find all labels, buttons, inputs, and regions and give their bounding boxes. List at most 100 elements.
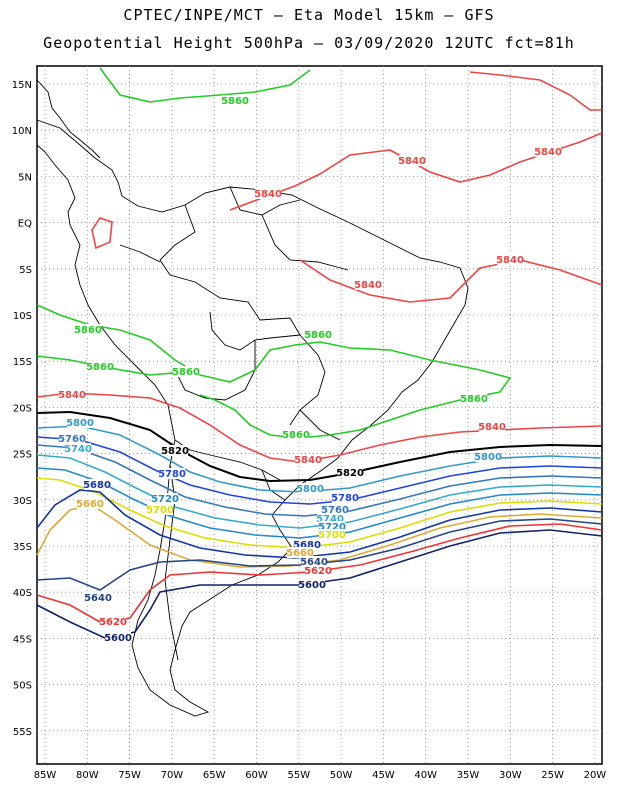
contour-label-bg: [305, 329, 331, 340]
contour-5840: [91, 217, 113, 250]
contour-label-bg: [105, 632, 131, 643]
contour-label: 5720: [318, 522, 346, 533]
contour-label: 5800: [66, 418, 94, 429]
contour-label-bg: [59, 389, 85, 400]
contour-label-bg: [497, 254, 523, 265]
contour-label: 5700: [318, 530, 346, 541]
contour-label: 5860: [86, 362, 114, 373]
contour-label-bg: [399, 155, 425, 166]
lat-label: 10S: [13, 311, 32, 322]
contour-label-bg: [461, 393, 487, 404]
contour-label: 5840: [478, 422, 506, 433]
contour-label-bg: [65, 443, 91, 454]
contour-label-bg: [475, 451, 501, 462]
contour-label-bg: [162, 445, 188, 456]
contour-label: 5600: [298, 580, 326, 591]
lon-label: 40W: [414, 770, 437, 781]
lat-label: 20S: [13, 403, 32, 414]
contour-label: 5820: [161, 446, 189, 457]
contour-label-bg: [337, 467, 363, 478]
lat-label: 5N: [18, 172, 32, 183]
contour-label: 5860: [460, 394, 488, 405]
lon-label: 75W: [118, 770, 141, 781]
lat-label: 15S: [13, 357, 32, 368]
lat-label: 15N: [12, 80, 32, 91]
contour-label-bg: [299, 579, 325, 590]
contour-label: 5720: [151, 494, 179, 505]
contour-label-bg: [479, 421, 505, 432]
lat-label: 40S: [13, 588, 32, 599]
contour-label: 5840: [534, 147, 562, 158]
contour-label-bg: [147, 504, 173, 515]
contour-label-bg: [85, 592, 111, 603]
contour-label: 5740: [64, 444, 92, 455]
contour-label-bg: [100, 616, 126, 627]
lat-label: 45S: [13, 634, 32, 645]
contour-label: 5800: [474, 452, 502, 463]
lat-label: 50S: [13, 681, 32, 692]
contour-5740: [36, 454, 603, 529]
contour-label: 5680: [293, 540, 321, 551]
lat-label: 5S: [19, 265, 32, 276]
contour-label: 5680: [83, 480, 111, 491]
lon-label: 55W: [287, 770, 310, 781]
coastline-and-borders: [36, 79, 469, 717]
contour-label: 5840: [294, 455, 322, 466]
lon-label: 30W: [499, 770, 522, 781]
contour-label-bg: [332, 492, 358, 503]
lon-label: 50W: [330, 770, 353, 781]
lat-label: 30S: [13, 496, 32, 507]
contour-label: 5600: [104, 633, 132, 644]
contour-label-bg: [294, 539, 320, 550]
lon-label: 20W: [584, 770, 607, 781]
lon-label: 80W: [76, 770, 99, 781]
contour-label-bg: [159, 468, 185, 479]
contour-label-bg: [152, 493, 178, 504]
contour-label: 5640: [84, 593, 112, 604]
contour-label: 5620: [99, 617, 127, 628]
lon-label: 35W: [457, 770, 480, 781]
contour-label: 5860: [221, 96, 249, 107]
contour-5760: [36, 444, 603, 517]
lon-label: 60W: [245, 770, 268, 781]
contour-label-bg: [319, 521, 345, 532]
contour-label: 5620: [304, 566, 332, 577]
contour-label: 5740: [316, 514, 344, 525]
contour-label: 5860: [304, 330, 332, 341]
longitude-labels: 85W 80W 75W 70W 65W 60W 55W 50W 45W 40W 35W 30W 25W 2…: [34, 770, 607, 781]
latitude-labels: 15N 10N 5N EQ 5S 10S 15S 20S 25S 30S 35S 40S 45S 50S 5…: [12, 80, 32, 738]
contour-label-bg: [355, 279, 381, 290]
contour-label: 5800: [296, 484, 324, 495]
contour-label: 5860: [172, 367, 200, 378]
lon-label: 45W: [372, 770, 395, 781]
contour-5640: [36, 518, 603, 591]
map-frame: [36, 65, 603, 765]
contour-label: 5700: [146, 505, 174, 516]
lon-label: 70W: [161, 770, 184, 781]
lon-label: 65W: [203, 770, 226, 781]
contour-5700: [36, 477, 603, 549]
contour-5840: [299, 259, 603, 303]
contour-label: 5840: [496, 255, 524, 266]
contour-labels: 5860 5860 5860 5860 5860 5860 5860 5840 5840 5840…: [58, 95, 562, 644]
contour-label-bg: [319, 529, 345, 540]
contour-label: 5760: [321, 505, 349, 516]
contour-label: 5840: [58, 390, 86, 401]
contour-label: 5780: [158, 469, 186, 480]
contour-label-bg: [535, 146, 561, 157]
contour-label: 5840: [398, 156, 426, 167]
contour-label-bg: [297, 483, 323, 494]
contour-label: 5860: [74, 325, 102, 336]
contour-label-bg: [222, 95, 248, 106]
contour-lines: [36, 67, 603, 639]
contour-5860: [99, 67, 311, 103]
contour-label: 5840: [354, 280, 382, 291]
contour-label-bg: [295, 454, 321, 465]
contour-5840: [229, 132, 603, 211]
contour-label-bg: [287, 547, 313, 558]
lat-label: 25S: [13, 450, 32, 461]
contour-label: 5760: [58, 434, 86, 445]
contour-label: 5840: [254, 189, 282, 200]
contour-label-bg: [317, 513, 343, 524]
